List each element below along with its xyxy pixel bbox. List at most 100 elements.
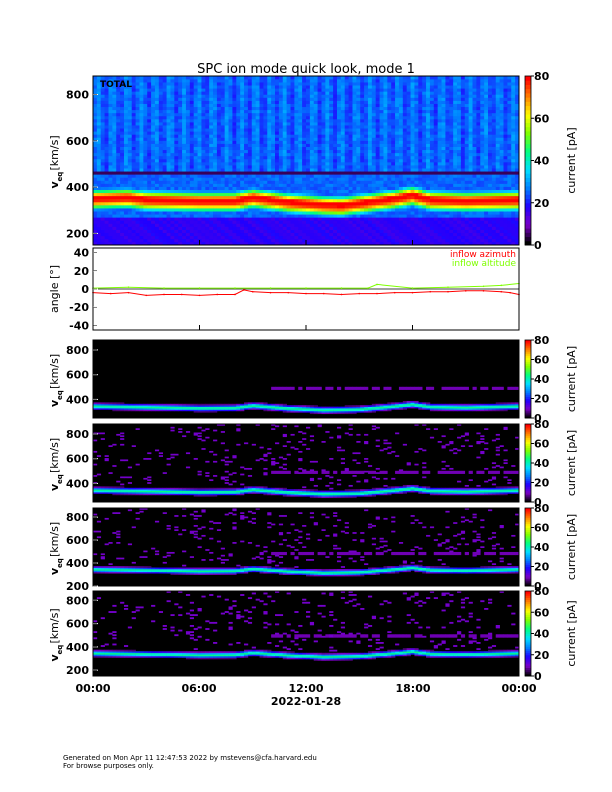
spectrogram-cell bbox=[224, 208, 229, 212]
spectrogram-cell bbox=[387, 168, 392, 172]
spectrogram-cell bbox=[123, 171, 129, 175]
spectrogram-cell bbox=[162, 100, 167, 104]
spectrogram-cell bbox=[309, 168, 315, 172]
spectrogram-cell bbox=[325, 91, 330, 95]
spectrogram-cell bbox=[333, 125, 338, 129]
spectrogram-cell bbox=[259, 177, 264, 181]
spectrogram-cell bbox=[228, 226, 233, 230]
spectrogram-cell bbox=[290, 91, 295, 95]
spectrogram-cell bbox=[398, 235, 404, 240]
spectrogram-cell bbox=[294, 79, 299, 83]
spectrogram-cell bbox=[123, 220, 129, 224]
spectrogram-cell bbox=[356, 119, 361, 123]
spectrogram-cell bbox=[166, 79, 171, 83]
spectrogram-cell bbox=[352, 208, 357, 212]
spectrogram-cell bbox=[247, 94, 253, 98]
spectrogram-cell bbox=[147, 109, 152, 114]
spectrogram-cell bbox=[364, 189, 369, 194]
spectrogram-cell bbox=[228, 235, 233, 240]
spectrogram-cell bbox=[162, 97, 167, 101]
spectrogram-cell bbox=[398, 205, 404, 209]
spectrogram-cell bbox=[185, 143, 191, 147]
spectrogram-cell bbox=[166, 158, 171, 163]
spectrogram-cell bbox=[329, 177, 334, 181]
spectrogram-cell bbox=[240, 192, 245, 197]
spectrogram-cell bbox=[139, 165, 144, 169]
spectrogram-cell bbox=[294, 201, 299, 206]
spectrogram-cell bbox=[395, 122, 400, 126]
spectrogram-cell bbox=[112, 186, 117, 190]
spectrogram-cell bbox=[205, 152, 210, 157]
spectrogram-cell bbox=[441, 198, 446, 203]
spectrogram-cell bbox=[367, 162, 373, 166]
spectrogram-cell bbox=[402, 100, 407, 104]
spectrogram-cell bbox=[108, 232, 113, 237]
spectrogram-cell bbox=[182, 88, 187, 92]
spectrogram-cell bbox=[402, 115, 407, 120]
spectrogram-cell bbox=[143, 198, 148, 203]
spectrogram-cell bbox=[120, 155, 125, 160]
spectrogram-cell bbox=[209, 226, 214, 230]
spectrogram-cell bbox=[189, 137, 194, 141]
spectrogram-cell bbox=[96, 211, 102, 215]
spectrogram-cell bbox=[321, 180, 326, 184]
spectrogram-cell bbox=[178, 100, 183, 104]
spectrogram-cell bbox=[360, 109, 365, 114]
spectrogram-cell bbox=[127, 152, 133, 157]
spectrogram-cell bbox=[379, 217, 384, 221]
spectrogram-cell bbox=[433, 220, 438, 224]
spectrogram-cell bbox=[96, 97, 102, 101]
spectrogram-cell bbox=[271, 85, 276, 89]
spectrogram-cell bbox=[286, 205, 291, 209]
spectrogram-cell bbox=[201, 220, 206, 224]
spectrogram-cell bbox=[402, 79, 407, 83]
spectrogram-cell bbox=[275, 220, 280, 224]
spectrogram-cell bbox=[367, 226, 373, 230]
spectrogram-cell bbox=[418, 223, 423, 227]
spectrogram-cell bbox=[422, 106, 427, 111]
spectrogram-cell bbox=[162, 238, 167, 243]
spectrogram-cell bbox=[151, 109, 156, 114]
spectrogram-cell bbox=[120, 189, 125, 194]
spectrogram-cell bbox=[294, 192, 299, 197]
spectrogram-cell bbox=[170, 171, 175, 175]
spectrogram-cell bbox=[371, 208, 377, 212]
spectrogram-cell bbox=[395, 152, 400, 157]
spectrogram-cell bbox=[364, 79, 369, 83]
spectrogram-cell bbox=[348, 226, 353, 230]
spectrogram-cell bbox=[422, 125, 427, 129]
spectrogram-cell bbox=[298, 149, 303, 154]
spectrogram-cell bbox=[247, 155, 253, 160]
spectrogram-cell bbox=[139, 174, 144, 178]
spectrogram-cell bbox=[108, 189, 113, 194]
spectrogram-cell bbox=[306, 205, 311, 209]
spectrogram-cell bbox=[201, 115, 206, 120]
spectrogram-cell bbox=[433, 128, 438, 132]
spectrogram-cell bbox=[131, 112, 136, 117]
spectrogram-cell bbox=[100, 88, 105, 92]
spectrogram-cell bbox=[205, 171, 210, 175]
spectrogram-cell bbox=[371, 220, 377, 224]
spectrogram-cell bbox=[189, 88, 194, 92]
spectrogram-cell bbox=[333, 76, 338, 80]
spectrogram-cell bbox=[271, 122, 276, 126]
spectrogram-cell bbox=[147, 220, 152, 224]
spectrogram-cell bbox=[414, 195, 419, 200]
spectrogram-cell bbox=[197, 115, 202, 120]
spectrogram-cell bbox=[348, 238, 353, 243]
spectrogram-cell bbox=[197, 112, 202, 117]
spectrogram-cell bbox=[93, 140, 98, 144]
spectrogram-cell bbox=[135, 211, 140, 215]
spectrogram-cell bbox=[193, 180, 198, 184]
spectrogram-cell bbox=[344, 232, 349, 237]
spectrogram-cell bbox=[406, 183, 411, 187]
spectrogram-cell bbox=[263, 103, 268, 108]
spectrogram-cell bbox=[286, 229, 291, 234]
spectrogram-cell bbox=[112, 211, 117, 215]
spectrogram-cell bbox=[275, 205, 280, 209]
spectrogram-cell bbox=[309, 128, 315, 132]
spectrogram-cell bbox=[329, 100, 334, 104]
spectrogram-cell bbox=[410, 112, 415, 117]
spectrogram-cell bbox=[259, 79, 264, 83]
spectrogram-cell bbox=[224, 122, 229, 126]
